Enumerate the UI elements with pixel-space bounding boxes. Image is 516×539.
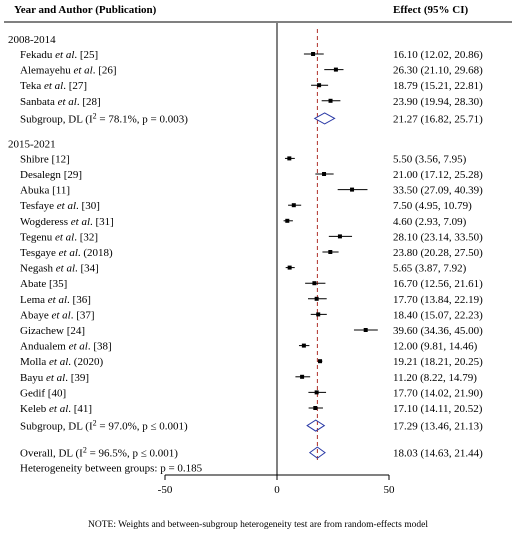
study-effect-text: 17.70 (13.84, 22.19) <box>393 294 483 306</box>
study-point <box>333 67 338 72</box>
study-point <box>337 234 342 239</box>
study-point <box>363 328 368 332</box>
study-effect-text: 5.50 (3.56, 7.95) <box>393 153 467 165</box>
study-label: Negash et al. [34] <box>20 263 99 275</box>
study-point <box>314 390 319 395</box>
overall-label: Overall, DL (I2 = 96.5%, p ≤ 0.001) <box>20 446 178 460</box>
study-label: Teka et al. [27] <box>20 80 87 92</box>
overall-diamond <box>308 446 326 459</box>
study-point <box>350 187 355 192</box>
study-point <box>311 52 316 56</box>
study-label: Gedif [40] <box>20 387 66 399</box>
overall-effect-text: 18.03 (14.63, 21.44) <box>393 448 483 460</box>
study-label: Tesfaye et al. [30] <box>20 200 100 212</box>
study-label: Fekadu et al. [25] <box>20 49 98 61</box>
study-label: Abaye et al. [37] <box>20 309 95 321</box>
study-effect-text: 4.60 (2.93, 7.09) <box>393 216 467 228</box>
study-effect-text: 18.40 (15.07, 22.23) <box>393 309 483 321</box>
study-label: Tegenu et al. [32] <box>20 231 98 243</box>
x-tick-label: 50 <box>384 484 396 496</box>
study-effect-text: 33.50 (27.09, 40.39) <box>393 185 483 197</box>
study-label: Lema et al. [36] <box>20 294 91 306</box>
study-point <box>318 359 323 364</box>
study-point <box>285 218 290 223</box>
study-point <box>322 172 327 176</box>
study-point <box>291 203 296 208</box>
group-label: 2008-2014 <box>8 34 56 46</box>
header-study-column: Year and Author (Publication) <box>14 4 157 16</box>
study-label: Sanbata et al. [28] <box>20 96 101 108</box>
group-label: 2015-2021 <box>8 138 56 150</box>
study-point <box>300 374 305 379</box>
study-effect-text: 23.90 (19.94, 28.30) <box>393 96 483 108</box>
study-point <box>317 83 322 88</box>
study-label: Gizachew [24] <box>20 325 85 337</box>
study-effect-text: 19.21 (18.21, 20.25) <box>393 356 483 368</box>
study-label: Keleb et al. [41] <box>20 403 92 415</box>
subgroup-label: Subgroup, DL (I2 = 97.0%, p ≤ 0.001) <box>20 419 188 433</box>
subgroup-diamond <box>306 419 326 432</box>
study-label: Abuka [11] <box>20 185 70 197</box>
study-point <box>314 296 319 301</box>
study-label: Bayu et al. [39] <box>20 372 89 384</box>
subgroup-diamond <box>313 112 336 125</box>
study-effect-text: 28.10 (23.14, 33.50) <box>393 231 483 243</box>
study-effect-text: 17.10 (14.11, 20.52) <box>393 403 483 415</box>
study-effect-text: 39.60 (34.36, 45.00) <box>393 325 483 337</box>
study-point <box>287 265 292 270</box>
study-point <box>328 250 333 254</box>
study-label: Tesgaye et al. (2018) <box>20 247 113 259</box>
study-label: Andualem et al. [38] <box>20 341 112 353</box>
study-effect-text: 5.65 (3.87, 7.92) <box>393 263 467 275</box>
study-label: Wogderess et al. [31] <box>20 216 114 228</box>
study-effect-text: 11.20 (8.22, 14.79) <box>393 372 477 384</box>
header-effect-column: Effect (95% CI) <box>393 4 468 16</box>
subgroup-effect-text: 17.29 (13.46, 21.13) <box>393 421 483 433</box>
subgroup-effect-text: 21.27 (16.82, 25.71) <box>393 113 483 125</box>
study-effect-text: 7.50 (4.95, 10.79) <box>393 200 472 212</box>
study-label: Shibre [12] <box>20 153 70 165</box>
study-effect-text: 21.00 (17.12, 25.28) <box>393 169 483 181</box>
study-point <box>301 343 306 348</box>
study-effect-text: 16.10 (12.02, 20.86) <box>393 49 483 61</box>
subgroup-label: Subgroup, DL (I2 = 78.1%, p = 0.003) <box>20 111 188 125</box>
study-effect-text: 16.70 (12.56, 21.61) <box>393 278 483 290</box>
study-effect-text: 12.00 (9.81, 14.46) <box>393 341 478 353</box>
study-label: Desalegn [29] <box>20 169 82 181</box>
study-point <box>313 406 318 410</box>
study-point <box>328 98 333 103</box>
x-tick-label: -50 <box>158 484 173 496</box>
study-point <box>316 312 321 317</box>
study-effect-text: 23.80 (20.28, 27.50) <box>393 247 483 259</box>
heterogeneity-text: Heterogeneity between groups: p = 0.185 <box>20 463 203 475</box>
study-effect-text: 18.79 (15.21, 22.81) <box>393 80 483 92</box>
study-label: Alemayehu et al. [26] <box>20 65 117 77</box>
study-effect-text: 26.30 (21.10, 29.68) <box>393 65 483 77</box>
study-point <box>287 156 292 161</box>
x-tick-label: 0 <box>274 484 280 496</box>
study-effect-text: 17.70 (14.02, 21.90) <box>393 387 483 399</box>
footnote: NOTE: Weights and between-subgroup heter… <box>88 520 428 530</box>
study-label: Molla et al. (2020) <box>20 356 103 368</box>
study-label: Abate [35] <box>20 278 67 290</box>
study-point <box>312 281 317 286</box>
